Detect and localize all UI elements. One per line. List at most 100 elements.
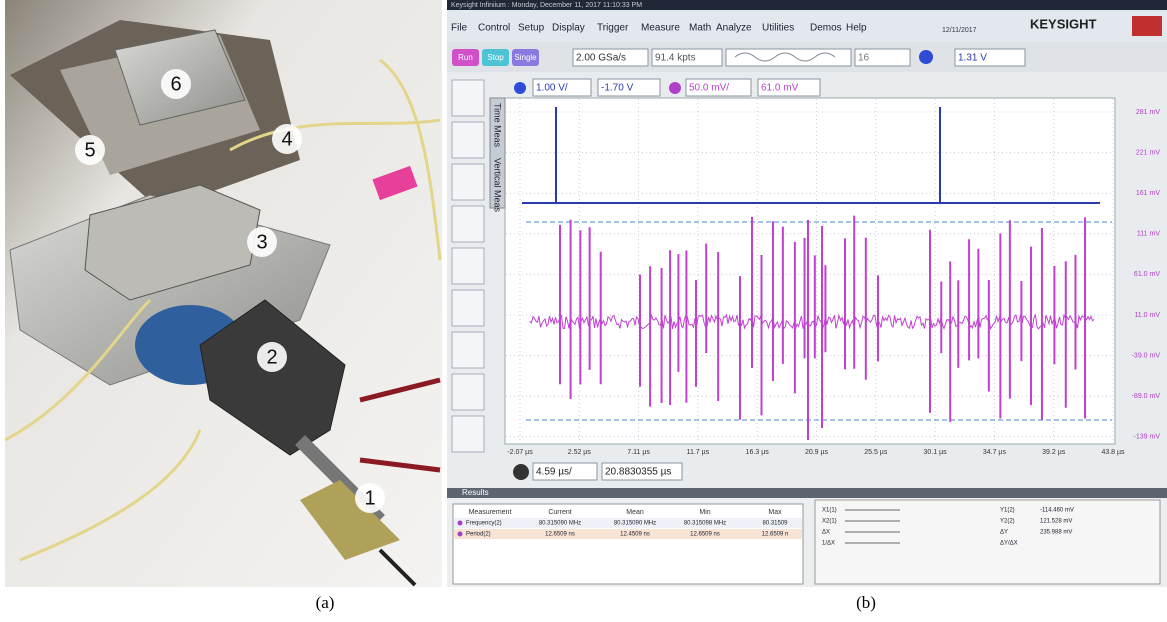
table-header: Min — [699, 509, 710, 516]
cursor-label: ΔY/ΔX — [1000, 541, 1018, 547]
menu-item[interactable]: Math — [689, 23, 711, 34]
measure-icon[interactable] — [452, 122, 484, 158]
table-cell: 80.315090 MHz — [614, 521, 656, 527]
field-value[interactable]: 61.0 mV — [761, 83, 799, 94]
field-value[interactable]: 1.00 V/ — [536, 83, 568, 94]
ch1-icon — [514, 82, 526, 94]
figure: 1 2 3 4 5 6 Keysight Infiniium : Monday, Dece… — [0, 0, 1167, 617]
cursor-label: Y2(2) — [1000, 519, 1015, 525]
y-label: 281 mV — [1136, 109, 1160, 116]
ch2-icon — [669, 82, 681, 94]
row-icon — [458, 521, 463, 526]
y-label: -39.0 mV — [1132, 352, 1161, 359]
timebase-icon — [513, 464, 529, 480]
marker-label: 6 — [170, 73, 181, 95]
x-label: 2.52 µs — [568, 449, 592, 456]
panel-label: (a) — [316, 593, 335, 612]
x-label: 11.7 µs — [687, 449, 710, 456]
cursor-label: ΔX — [822, 530, 830, 536]
menu-item[interactable]: Measure — [641, 23, 680, 34]
y-label: -139 mV — [1134, 434, 1161, 441]
cursor-value: 235.988 mV — [1040, 530, 1072, 536]
field-value[interactable]: 16 — [858, 53, 870, 64]
table-cell: 12.6509 ns — [545, 532, 575, 538]
button-label[interactable]: Stop — [487, 53, 504, 62]
trigger-icon — [919, 50, 933, 64]
menu-item[interactable]: Display — [552, 23, 585, 34]
marker-label: 3 — [256, 231, 267, 253]
x-label: 25.5 µs — [864, 449, 888, 456]
table-cell: 80.31509 — [762, 521, 788, 527]
measure-icon[interactable] — [452, 290, 484, 326]
measure-icon[interactable] — [452, 80, 484, 116]
x-label: 7.11 µs — [627, 449, 650, 456]
table-cell: Frequency(2) — [466, 521, 502, 527]
button-label[interactable]: Run — [458, 53, 473, 62]
button-label[interactable]: Single — [514, 53, 537, 62]
table-header: Mean — [626, 509, 644, 516]
results-title: Results — [462, 488, 489, 497]
menu-item[interactable]: Utilities — [762, 23, 794, 34]
title-bar: Keysight Infiniium : Monday, December 11… — [451, 2, 642, 9]
table-cell: Period(2) — [466, 532, 491, 538]
cursor-label: X2(1) — [822, 519, 837, 525]
table-cell: 12.6509 ns — [690, 532, 720, 538]
menu-item[interactable]: File — [451, 23, 468, 34]
cursor-label: Y1(2) — [1000, 508, 1015, 514]
menu-item[interactable]: Demos — [810, 23, 842, 34]
x-label: 43.8 µs — [1101, 449, 1125, 456]
field-value[interactable]: 1.31 V — [958, 53, 987, 64]
measure-icon[interactable] — [452, 164, 484, 200]
table-cell: 80.315090 MHz — [539, 521, 581, 527]
x-label: 20.9 µs — [805, 449, 829, 456]
x-label: 16.3 µs — [746, 449, 770, 456]
measure-icon[interactable] — [452, 206, 484, 242]
field-value[interactable]: 2.00 GSa/s — [576, 53, 626, 64]
cursor-label: X1(1) — [822, 508, 837, 514]
cursor-value: -114.460 mV — [1040, 508, 1074, 514]
field-value[interactable]: 91.4 kpts — [655, 53, 696, 64]
date: 12/11/2017 — [942, 27, 977, 34]
marker-label: 2 — [266, 346, 277, 368]
table-cell: 80.315098 MHz — [684, 521, 726, 527]
panel-label: (b) — [856, 593, 876, 612]
field-value[interactable]: 4.59 µs/ — [536, 467, 572, 478]
marker-label: 5 — [84, 139, 95, 161]
menu-item[interactable]: Trigger — [597, 23, 629, 34]
measure-icon[interactable] — [452, 416, 484, 452]
table-header: Max — [768, 509, 782, 516]
menu-item[interactable]: Analyze — [716, 23, 752, 34]
field-value[interactable]: 20.8830355 µs — [605, 467, 671, 478]
marker-label: 4 — [281, 128, 292, 150]
row-icon — [458, 532, 463, 537]
measure-icon[interactable] — [452, 332, 484, 368]
y-label: 61.0 mV — [1134, 271, 1160, 278]
cursor-label: ΔY — [1000, 530, 1008, 536]
side-tab[interactable]: Time Meas — [493, 103, 503, 148]
menu-item[interactable]: Control — [478, 23, 510, 34]
side-tab[interactable]: Vertical Meas — [493, 158, 503, 213]
menu-item[interactable]: Setup — [518, 23, 545, 34]
marker-label: 1 — [364, 487, 375, 509]
y-label: 111 mV — [1137, 231, 1160, 238]
field-value[interactable]: -1.70 V — [601, 83, 634, 94]
y-label: 161 mV — [1136, 190, 1160, 197]
y-label: 11.0 mV — [1134, 312, 1160, 319]
x-label: 39.2 µs — [1042, 449, 1066, 456]
field — [726, 49, 851, 66]
cursor-label: 1/ΔX — [822, 541, 835, 547]
table-header: Measurement — [469, 509, 512, 516]
x-label: 30.1 µs — [924, 449, 948, 456]
x-label: 34.7 µs — [983, 449, 1007, 456]
brand: KEYSIGHT — [1030, 16, 1097, 31]
y-label: -89.0 mV — [1132, 393, 1161, 400]
field-value[interactable]: 50.0 mV/ — [689, 83, 729, 94]
x-label: -2.07 µs — [507, 449, 533, 456]
measure-icon[interactable] — [452, 374, 484, 410]
measure-icon[interactable] — [452, 248, 484, 284]
table-cell: 12.4509 ns — [620, 532, 650, 538]
table-cell: 12.6509 n — [762, 532, 789, 538]
cursor-value: 121.528 mV — [1040, 519, 1072, 525]
menu-item[interactable]: Help — [846, 23, 867, 34]
table-header: Current — [548, 509, 571, 516]
